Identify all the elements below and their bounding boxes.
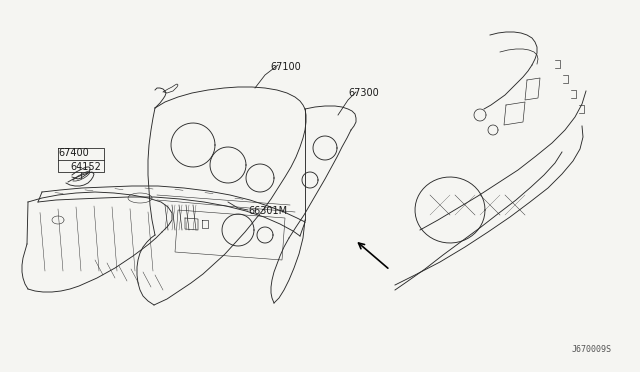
Text: 67400: 67400 xyxy=(58,148,89,158)
Text: 66301M: 66301M xyxy=(248,206,287,216)
Text: 64152: 64152 xyxy=(70,162,101,172)
Text: 67100: 67100 xyxy=(270,62,301,72)
Text: J670009S: J670009S xyxy=(572,345,612,354)
Text: 67300: 67300 xyxy=(348,88,379,98)
